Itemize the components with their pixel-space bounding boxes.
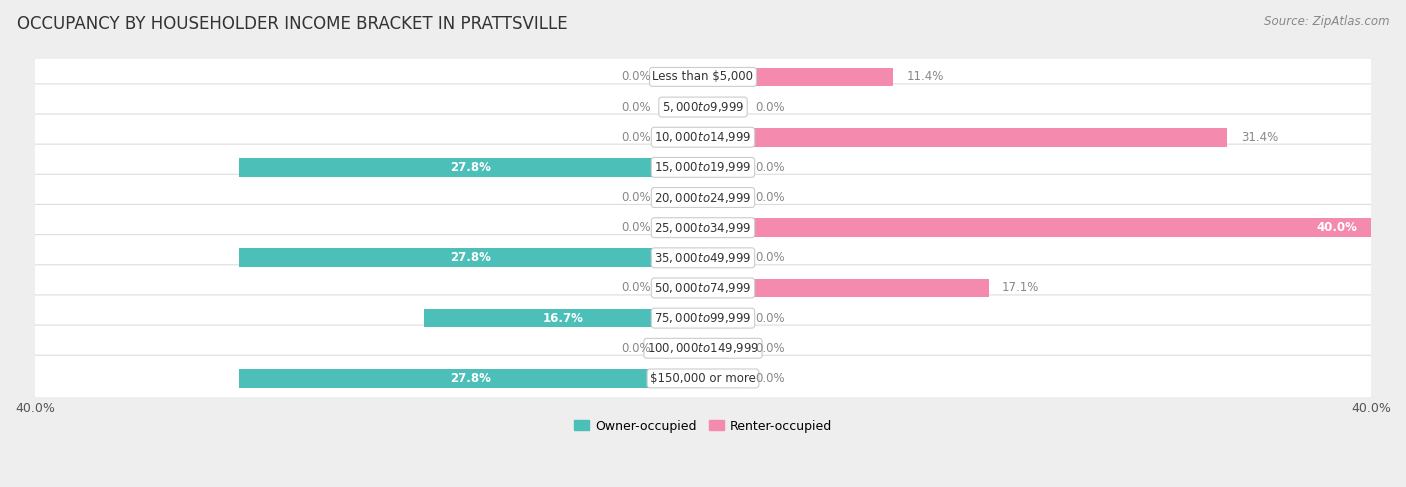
Bar: [703, 68, 893, 86]
Text: Less than $5,000: Less than $5,000: [652, 71, 754, 83]
FancyBboxPatch shape: [27, 205, 1379, 251]
Bar: [703, 369, 745, 388]
Text: 0.0%: 0.0%: [621, 101, 651, 113]
Text: 27.8%: 27.8%: [184, 161, 225, 174]
FancyBboxPatch shape: [27, 114, 1379, 160]
Text: 0.0%: 0.0%: [755, 342, 785, 355]
Bar: [703, 218, 1371, 237]
Text: 27.8%: 27.8%: [450, 161, 491, 174]
Bar: [703, 158, 745, 177]
Text: 0.0%: 0.0%: [621, 71, 651, 83]
Text: 16.7%: 16.7%: [370, 312, 411, 325]
Text: Source: ZipAtlas.com: Source: ZipAtlas.com: [1264, 15, 1389, 28]
Bar: [425, 309, 703, 327]
Text: $150,000 or more: $150,000 or more: [650, 372, 756, 385]
FancyBboxPatch shape: [27, 265, 1379, 311]
Bar: [703, 98, 745, 116]
Text: $5,000 to $9,999: $5,000 to $9,999: [662, 100, 744, 114]
Bar: [703, 128, 1227, 147]
Bar: [661, 98, 703, 116]
Text: 0.0%: 0.0%: [755, 372, 785, 385]
Text: 0.0%: 0.0%: [755, 161, 785, 174]
Text: 11.4%: 11.4%: [907, 71, 945, 83]
Text: 27.8%: 27.8%: [184, 372, 225, 385]
FancyBboxPatch shape: [27, 295, 1379, 341]
Text: 0.0%: 0.0%: [621, 221, 651, 234]
Bar: [661, 339, 703, 357]
Text: 0.0%: 0.0%: [621, 281, 651, 295]
FancyBboxPatch shape: [27, 325, 1379, 372]
Text: 17.1%: 17.1%: [1002, 281, 1039, 295]
Text: 16.7%: 16.7%: [543, 312, 583, 325]
FancyBboxPatch shape: [27, 54, 1379, 100]
Text: $25,000 to $34,999: $25,000 to $34,999: [654, 221, 752, 235]
Text: $35,000 to $49,999: $35,000 to $49,999: [654, 251, 752, 265]
Text: 27.8%: 27.8%: [450, 372, 491, 385]
Bar: [239, 369, 703, 388]
Bar: [661, 279, 703, 298]
Text: $10,000 to $14,999: $10,000 to $14,999: [654, 130, 752, 144]
Text: 27.8%: 27.8%: [450, 251, 491, 264]
Text: 40.0%: 40.0%: [1317, 221, 1358, 234]
Text: 27.8%: 27.8%: [184, 251, 225, 264]
Text: $50,000 to $74,999: $50,000 to $74,999: [654, 281, 752, 295]
Text: 0.0%: 0.0%: [755, 251, 785, 264]
Bar: [239, 158, 703, 177]
Text: $75,000 to $99,999: $75,000 to $99,999: [654, 311, 752, 325]
Bar: [661, 218, 703, 237]
Text: $15,000 to $19,999: $15,000 to $19,999: [654, 160, 752, 174]
Text: OCCUPANCY BY HOUSEHOLDER INCOME BRACKET IN PRATTSVILLE: OCCUPANCY BY HOUSEHOLDER INCOME BRACKET …: [17, 15, 568, 33]
Bar: [703, 339, 745, 357]
Bar: [661, 128, 703, 147]
Bar: [661, 68, 703, 86]
Text: 0.0%: 0.0%: [755, 191, 785, 204]
FancyBboxPatch shape: [27, 144, 1379, 190]
Text: 0.0%: 0.0%: [755, 101, 785, 113]
Text: 0.0%: 0.0%: [621, 342, 651, 355]
Text: 0.0%: 0.0%: [621, 191, 651, 204]
Bar: [661, 188, 703, 207]
Bar: [703, 188, 745, 207]
Bar: [703, 309, 745, 327]
FancyBboxPatch shape: [27, 174, 1379, 221]
Text: 0.0%: 0.0%: [755, 312, 785, 325]
Bar: [239, 248, 703, 267]
Bar: [703, 279, 988, 298]
FancyBboxPatch shape: [27, 84, 1379, 131]
FancyBboxPatch shape: [27, 235, 1379, 281]
FancyBboxPatch shape: [27, 355, 1379, 402]
Text: 0.0%: 0.0%: [621, 131, 651, 144]
Legend: Owner-occupied, Renter-occupied: Owner-occupied, Renter-occupied: [568, 414, 838, 437]
Text: $20,000 to $24,999: $20,000 to $24,999: [654, 190, 752, 205]
Text: 31.4%: 31.4%: [1240, 131, 1278, 144]
Text: $100,000 to $149,999: $100,000 to $149,999: [647, 341, 759, 356]
Bar: [703, 248, 745, 267]
